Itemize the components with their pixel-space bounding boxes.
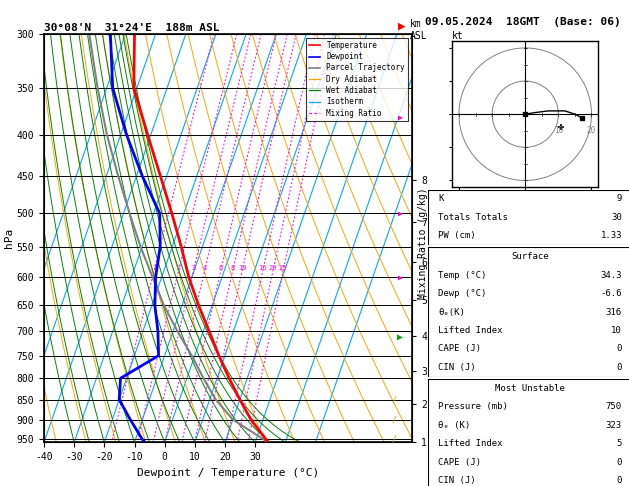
Text: CAPE (J): CAPE (J) (438, 458, 481, 467)
Text: 6: 6 (218, 265, 223, 271)
Text: 09.05.2024  18GMT  (Base: 06): 09.05.2024 18GMT (Base: 06) (425, 17, 620, 27)
Text: Surface: Surface (511, 252, 548, 261)
Text: km: km (410, 19, 422, 29)
Text: CIN (J): CIN (J) (438, 476, 476, 485)
Text: -6.6: -6.6 (601, 289, 622, 298)
Text: 20: 20 (269, 265, 277, 271)
Text: 2: 2 (176, 265, 181, 271)
Text: 5: 5 (616, 439, 622, 448)
Text: ▶: ▶ (398, 19, 406, 33)
Y-axis label: hPa: hPa (4, 228, 14, 248)
Text: CIN (J): CIN (J) (438, 363, 476, 372)
Text: Dewp (°C): Dewp (°C) (438, 289, 486, 298)
Text: 316: 316 (606, 308, 622, 316)
Text: 4: 4 (203, 265, 206, 271)
Text: 30: 30 (611, 213, 622, 222)
Text: 1.33: 1.33 (601, 231, 622, 240)
Text: 30°08'N  31°24'E  188m ASL: 30°08'N 31°24'E 188m ASL (44, 23, 220, 33)
Text: Totals Totals: Totals Totals (438, 213, 508, 222)
Text: 1: 1 (152, 265, 156, 271)
Text: Mixing Ratio (g/kg): Mixing Ratio (g/kg) (418, 187, 428, 299)
Text: 0: 0 (616, 345, 622, 353)
Text: ASL: ASL (410, 31, 428, 41)
Text: θₑ(K): θₑ(K) (438, 308, 465, 316)
Text: 10: 10 (611, 326, 622, 335)
Text: CAPE (J): CAPE (J) (438, 345, 481, 353)
Text: /: / (391, 395, 396, 404)
Text: 25: 25 (279, 265, 287, 271)
Text: 10: 10 (554, 126, 563, 135)
Text: /: / (391, 415, 396, 424)
Text: /: / (391, 434, 396, 443)
Text: 16: 16 (259, 265, 267, 271)
Text: 0: 0 (616, 363, 622, 372)
Text: Pressure (mb): Pressure (mb) (438, 402, 508, 411)
Text: 0: 0 (616, 458, 622, 467)
Text: 750: 750 (606, 402, 622, 411)
Text: 3: 3 (191, 265, 196, 271)
Text: θₑ (K): θₑ (K) (438, 421, 470, 430)
Text: 8: 8 (230, 265, 235, 271)
Legend: Temperature, Dewpoint, Parcel Trajectory, Dry Adiabat, Wet Adiabat, Isotherm, Mi: Temperature, Dewpoint, Parcel Trajectory… (306, 38, 408, 121)
Text: Lifted Index: Lifted Index (438, 439, 503, 448)
Text: 20: 20 (587, 126, 596, 135)
Text: 9: 9 (616, 194, 622, 203)
Text: kt: kt (452, 31, 464, 40)
Text: Temp (°C): Temp (°C) (438, 271, 486, 279)
Text: ▶: ▶ (398, 273, 403, 282)
Text: PW (cm): PW (cm) (438, 231, 476, 240)
Text: Most Unstable: Most Unstable (495, 384, 565, 393)
Text: 323: 323 (606, 421, 622, 430)
Text: 34.3: 34.3 (601, 271, 622, 279)
X-axis label: Dewpoint / Temperature (°C): Dewpoint / Temperature (°C) (137, 468, 319, 478)
Text: Lifted Index: Lifted Index (438, 326, 503, 335)
Text: ▶: ▶ (397, 331, 403, 341)
Text: ▶: ▶ (398, 112, 403, 122)
Text: ▶: ▶ (398, 209, 403, 218)
Text: K: K (438, 194, 443, 203)
Text: 10: 10 (238, 265, 247, 271)
Text: 0: 0 (616, 476, 622, 485)
